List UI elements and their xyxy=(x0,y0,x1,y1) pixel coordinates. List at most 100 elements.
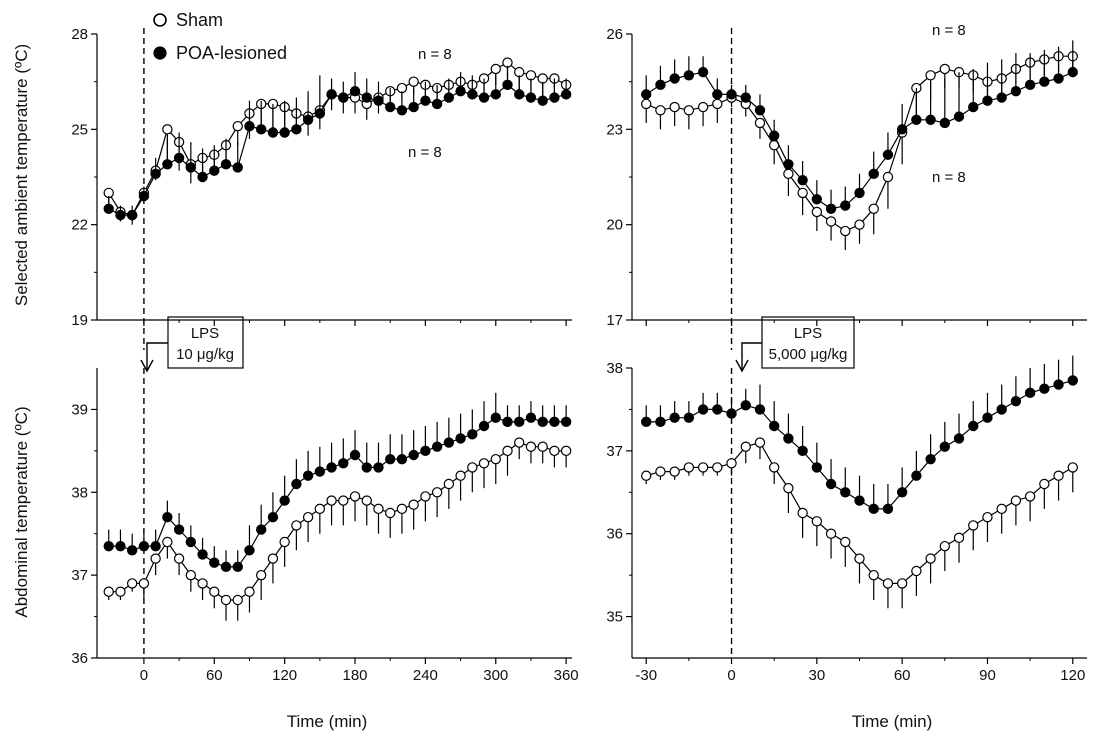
data-point-lesioned xyxy=(408,449,419,461)
data-point-sham xyxy=(868,569,879,581)
y-tick-label: 23 xyxy=(606,121,623,138)
y-tick-label: 26 xyxy=(606,26,623,43)
data-point-lesioned xyxy=(314,108,326,119)
data-point-lesioned xyxy=(740,400,751,411)
data-point-lesioned xyxy=(103,540,114,552)
data-point-sham xyxy=(173,553,185,564)
data-point-lesioned xyxy=(968,101,979,113)
data-point-lesioned xyxy=(197,549,208,560)
data-point-lesioned xyxy=(267,127,279,138)
legend-lesioned-label: POA-lesioned xyxy=(176,43,287,63)
x-tick-label: 30 xyxy=(809,667,826,684)
series-sham xyxy=(103,57,572,225)
data-point-lesioned xyxy=(825,203,837,214)
data-point-sham xyxy=(825,528,837,539)
data-point-sham xyxy=(896,578,908,589)
lps-annotation-right: LPS 5,000 μg/kg xyxy=(735,316,855,373)
x-label-right: Time (min) xyxy=(852,712,933,731)
data-point-lesioned xyxy=(525,412,537,423)
series-line xyxy=(108,84,567,216)
data-point-lesioned xyxy=(825,478,837,490)
data-point-sham xyxy=(255,569,267,581)
data-point-sham xyxy=(560,445,572,457)
data-point-lesioned xyxy=(326,89,337,100)
data-point-lesioned xyxy=(420,445,431,457)
y-tick-label: 36 xyxy=(71,650,88,667)
data-point-lesioned xyxy=(925,114,936,126)
data-point-lesioned xyxy=(338,92,349,103)
data-point-sham xyxy=(1039,478,1050,490)
data-point-lesioned xyxy=(896,124,908,135)
y-tick-label: 28 xyxy=(71,26,88,43)
data-point-lesioned xyxy=(641,89,652,100)
n-label-top-left-upper: n = 8 xyxy=(418,46,452,63)
data-point-lesioned xyxy=(502,416,513,428)
data-point-lesioned xyxy=(768,420,780,432)
data-point-sham xyxy=(455,470,466,481)
data-point-sham xyxy=(338,495,349,506)
data-point-lesioned xyxy=(185,162,197,173)
data-point-lesioned xyxy=(939,441,951,452)
data-point-lesioned xyxy=(431,98,443,110)
y-tick-label: 19 xyxy=(71,312,88,329)
data-point-lesioned xyxy=(697,66,709,78)
data-point-lesioned xyxy=(996,92,1007,103)
data-point-lesioned xyxy=(455,85,466,97)
panel-bottom-left: 36 37 38 39 0 60 120 180 240 300 360 xyxy=(71,368,579,684)
data-point-sham xyxy=(982,511,993,523)
data-point-sham xyxy=(314,503,326,515)
data-point-sham xyxy=(754,437,766,448)
data-point-lesioned xyxy=(925,453,936,465)
data-point-sham xyxy=(925,553,936,564)
data-point-sham xyxy=(443,478,455,490)
data-point-lesioned xyxy=(173,524,185,535)
lps-right-line2: 5,000 μg/kg xyxy=(769,346,848,363)
lps-left-line1: LPS xyxy=(191,325,219,342)
lps-box-right xyxy=(761,316,855,369)
data-point-lesioned xyxy=(138,190,150,202)
series-sham xyxy=(641,51,1078,251)
x-tick-label: 180 xyxy=(343,667,368,684)
series-sham xyxy=(641,437,1078,609)
data-point-lesioned xyxy=(560,89,572,100)
data-point-sham xyxy=(537,441,548,452)
n-label-top-right-upper: n = 8 xyxy=(932,22,966,39)
data-point-lesioned xyxy=(291,478,302,490)
data-point-sham xyxy=(697,101,709,113)
data-point-lesioned xyxy=(697,404,709,415)
data-point-sham xyxy=(840,536,851,548)
x-tick-label: -30 xyxy=(635,667,657,684)
data-point-lesioned xyxy=(326,462,337,473)
data-point-sham xyxy=(996,503,1007,515)
data-point-lesioned xyxy=(115,209,126,221)
data-point-sham xyxy=(162,536,173,548)
data-point-lesioned xyxy=(126,209,138,221)
data-point-lesioned xyxy=(840,487,851,498)
data-point-lesioned xyxy=(1010,85,1022,97)
series-poa-lesioned xyxy=(641,355,1078,515)
data-point-lesioned xyxy=(537,416,548,428)
data-point-lesioned xyxy=(209,165,220,176)
data-point-lesioned xyxy=(478,92,490,103)
data-point-sham xyxy=(868,203,879,214)
data-point-lesioned xyxy=(373,462,384,473)
data-point-lesioned xyxy=(338,458,349,469)
data-point-sham xyxy=(232,594,243,606)
data-point-sham xyxy=(669,466,680,477)
data-point-sham xyxy=(768,462,780,473)
data-point-sham xyxy=(162,124,173,135)
data-point-sham xyxy=(302,511,314,523)
data-point-sham xyxy=(490,453,501,465)
data-point-sham xyxy=(797,507,808,519)
data-point-lesioned xyxy=(467,429,478,440)
data-point-sham xyxy=(641,98,652,110)
x-tick-label: 0 xyxy=(727,667,735,684)
data-point-lesioned xyxy=(385,453,396,465)
y-tick-label: 17 xyxy=(606,312,623,329)
data-point-sham xyxy=(525,441,537,452)
data-point-sham xyxy=(925,70,936,81)
lps-arrowhead-left xyxy=(140,359,154,373)
data-point-lesioned xyxy=(209,557,220,568)
legend-lesioned-marker xyxy=(153,46,167,60)
data-point-lesioned xyxy=(314,466,326,477)
